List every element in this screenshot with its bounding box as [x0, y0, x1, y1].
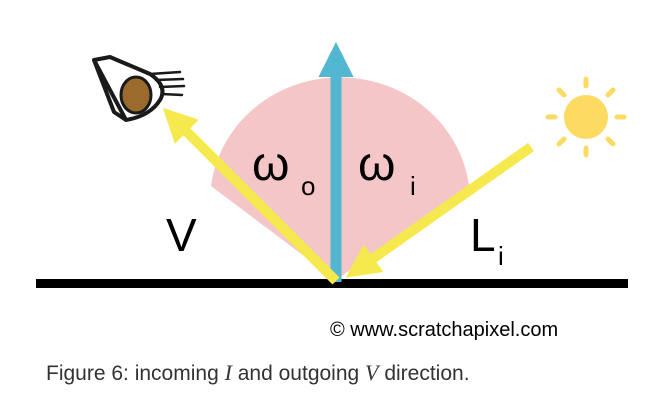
omega-o-subscript: o: [301, 171, 315, 201]
incoming-symbol: I: [224, 360, 232, 385]
caption-suffix: direction.: [378, 362, 470, 385]
watermark: © www.scratchapixel.com: [330, 319, 558, 341]
light-subscript: i: [498, 241, 504, 271]
view-direction-arrow: [162, 107, 340, 285]
caption-prefix: Figure 6: incoming: [46, 362, 225, 385]
incoming-light-arrow: [345, 142, 534, 278]
figure-caption: Figure 6: incoming I and outgoing V dire…: [46, 360, 470, 386]
eye-icon: [92, 55, 186, 122]
omega-o-symbol: ω: [252, 138, 289, 191]
light-label: L: [470, 209, 496, 261]
omega-i-symbol: ω: [358, 138, 395, 191]
view-label: V: [166, 209, 197, 261]
caption-middle: and outgoing: [231, 362, 366, 385]
outgoing-symbol: V: [365, 360, 379, 385]
sun-icon: [545, 76, 627, 158]
reflection-diagram: ω o ω i V L i © www.scratchapixel.com: [36, 41, 628, 341]
omega-i-subscript: i: [410, 171, 416, 201]
